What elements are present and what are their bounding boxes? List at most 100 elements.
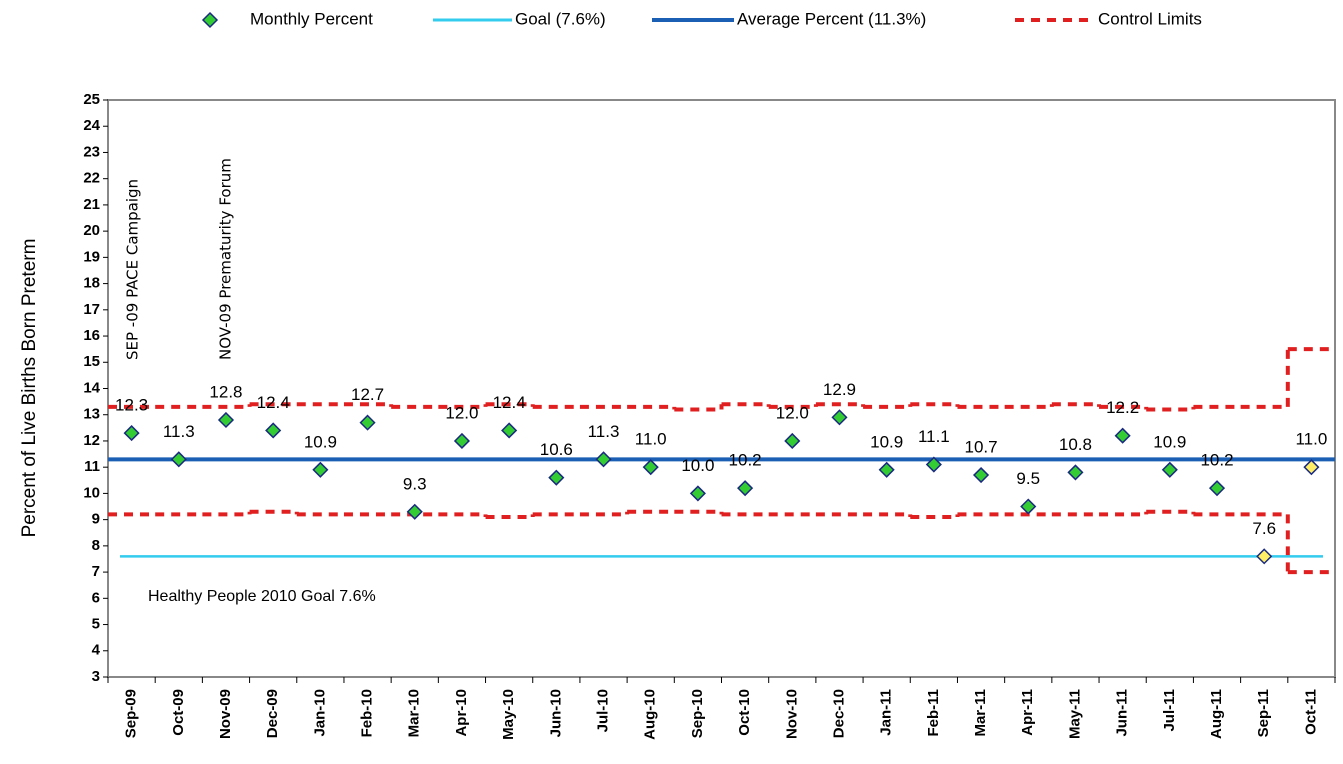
data-label: 10.9 xyxy=(870,432,903,451)
data-point xyxy=(642,459,659,476)
y-tick-label: 23 xyxy=(83,143,100,160)
y-tick-label: 7 xyxy=(92,563,100,580)
data-label: 10.6 xyxy=(540,440,573,459)
legend-label: Control Limits xyxy=(1098,9,1202,28)
y-tick-label: 17 xyxy=(83,301,100,318)
legend-label: Monthly Percent xyxy=(250,9,373,28)
legend-label: Average Percent (11.3%) xyxy=(737,9,926,28)
data-point xyxy=(737,480,754,497)
x-tick-label: Apr-11 xyxy=(1019,689,1036,736)
x-tick-label: Jan-11 xyxy=(878,689,895,736)
data-label: 10.9 xyxy=(1153,432,1186,451)
data-label: 9.5 xyxy=(1016,469,1040,488)
legend: Monthly Percent Goal (7.6%) Average Perc… xyxy=(201,9,1202,28)
data-point xyxy=(265,422,282,439)
data-label: 7.6 xyxy=(1252,519,1276,538)
data-point xyxy=(312,461,329,478)
data-point xyxy=(1114,427,1131,444)
y-tick-label: 9 xyxy=(92,511,100,528)
x-tick-label: Feb-10 xyxy=(359,689,376,737)
x-tick-label: Oct-10 xyxy=(736,689,753,736)
data-point xyxy=(972,466,990,484)
x-tick-label: Mar-11 xyxy=(972,689,989,737)
data-label: 10.9 xyxy=(304,432,337,451)
y-tick-label: 22 xyxy=(83,170,100,187)
data-point xyxy=(784,432,801,450)
data-label: 10.2 xyxy=(729,451,762,470)
y-tick-label: 14 xyxy=(83,379,100,396)
data-label: 12.9 xyxy=(823,380,856,399)
data-label: 12.0 xyxy=(445,403,478,422)
x-tick-label: Oct-11 xyxy=(1302,689,1319,735)
data-point xyxy=(217,411,235,429)
x-tick-label: Aug-10 xyxy=(642,689,659,740)
y-tick-label: 18 xyxy=(83,275,100,292)
y-tick-label: 5 xyxy=(92,616,100,633)
x-tick-label: Sep-09 xyxy=(123,689,140,738)
y-tick-label: 13 xyxy=(83,406,100,423)
data-point xyxy=(359,414,376,431)
y-tick-label: 4 xyxy=(92,642,101,659)
data-label: 11.0 xyxy=(635,430,667,449)
data-label: 12.7 xyxy=(351,385,384,404)
data-label: 12.4 xyxy=(257,393,290,412)
y-tick-label: 8 xyxy=(92,537,100,554)
y-tick-label: 3 xyxy=(92,668,100,685)
y-tick-label: 21 xyxy=(83,196,100,213)
x-tick-label: Jul-10 xyxy=(594,689,611,732)
y-tick-label: 12 xyxy=(83,432,100,449)
data-label: 12.3 xyxy=(115,396,148,415)
x-tick-label: Sep-11 xyxy=(1255,689,1272,737)
x-tick-label: Jul-11 xyxy=(1161,689,1178,732)
data-label: 9.3 xyxy=(403,474,427,493)
data-point xyxy=(1208,480,1226,497)
data-point xyxy=(548,469,565,486)
x-tick-label: Jun-10 xyxy=(547,689,564,737)
y-tick-label: 6 xyxy=(92,589,100,606)
x-tick-label: Dec-09 xyxy=(264,689,281,738)
y-tick-label: 25 xyxy=(83,91,100,108)
data-point xyxy=(1303,459,1320,476)
y-tick-label: 24 xyxy=(83,117,100,134)
x-tick-label: May-11 xyxy=(1066,689,1083,739)
x-tick-label: Sep-10 xyxy=(689,689,706,738)
x-tick-label: Nov-10 xyxy=(783,689,800,739)
y-tick-label: 20 xyxy=(83,222,100,239)
data-point xyxy=(689,485,706,502)
data-point xyxy=(1256,548,1273,565)
y-tick-label: 10 xyxy=(83,484,100,501)
y-tick-label: 16 xyxy=(83,327,100,344)
data-point xyxy=(123,425,140,442)
annotation: SEP -09 PACE Campaign xyxy=(124,179,142,360)
x-tick-label: Nov-09 xyxy=(217,689,234,739)
x-tick-label: Aug-11 xyxy=(1208,689,1225,739)
x-tick-label: Dec-10 xyxy=(830,689,847,738)
x-tick-label: Jun-11 xyxy=(1114,689,1131,737)
data-label: 12.4 xyxy=(493,393,526,412)
annotation: NOV-09 Prematurity Forum xyxy=(217,158,235,360)
x-tick-label: May-10 xyxy=(500,689,517,740)
data-point xyxy=(501,422,518,439)
x-tick-label: Mar-10 xyxy=(406,689,423,737)
data-label: 10.2 xyxy=(1200,451,1233,470)
data-point xyxy=(453,432,471,450)
x-tick-label: Apr-10 xyxy=(453,689,470,737)
data-point xyxy=(831,409,848,426)
data-label: 10.0 xyxy=(681,456,714,475)
y-axis-label: Percent of Live Births Born Preterm xyxy=(19,239,40,538)
data-point xyxy=(1067,464,1084,481)
data-point xyxy=(170,451,187,468)
data-point xyxy=(925,456,942,473)
data-label: 12.2 xyxy=(1106,398,1139,417)
y-tick-label: 19 xyxy=(83,248,100,265)
data-point xyxy=(595,451,612,468)
data-point xyxy=(1020,498,1037,515)
data-label: 12.0 xyxy=(776,403,809,422)
x-tick-label: Oct-09 xyxy=(170,689,187,736)
data-label: 11.3 xyxy=(588,422,620,441)
data-label: 10.8 xyxy=(1059,435,1092,454)
x-tick-label: Jan-10 xyxy=(311,689,328,737)
data-label: 11.3 xyxy=(163,422,195,441)
data-label: 11.1 xyxy=(918,427,950,446)
